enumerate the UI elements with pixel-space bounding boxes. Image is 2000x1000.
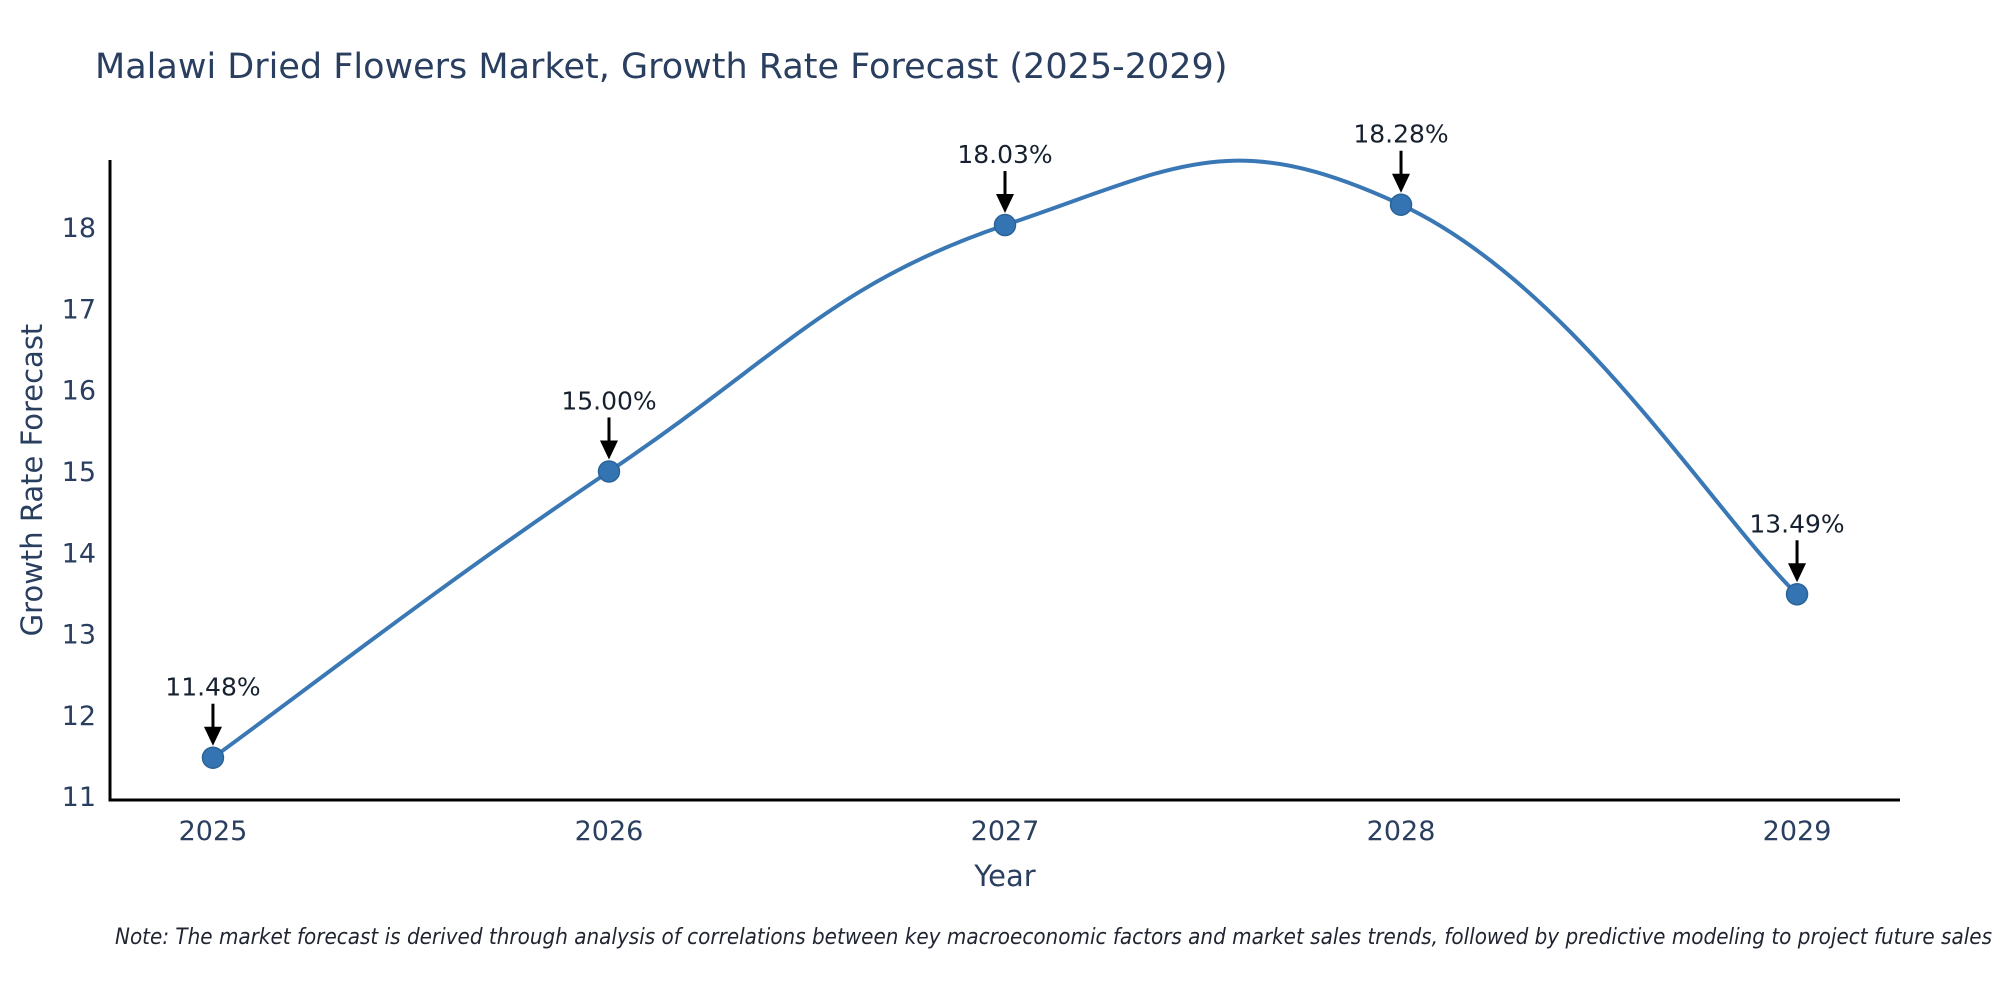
annotation-arrowhead <box>1788 563 1807 583</box>
x-tick-label: 2028 <box>1367 816 1436 847</box>
x-axis-title: Year <box>973 859 1035 893</box>
y-tick-label: 14 <box>62 538 96 569</box>
y-tick-label: 18 <box>62 213 96 244</box>
point-annotation: 18.28% <box>1353 120 1449 193</box>
data-point-marker <box>993 213 1017 237</box>
point-label: 18.03% <box>957 140 1052 169</box>
annotation-arrowhead <box>996 194 1014 214</box>
y-tick-label: 13 <box>62 620 96 651</box>
chart-title: Malawi Dried Flowers Market, Growth Rate… <box>95 47 1227 87</box>
x-tick-label: 2027 <box>971 816 1040 847</box>
point-annotation: 13.49% <box>1749 509 1845 583</box>
point-annotations-layer: 11.48% 15.00% 18.03% 18.28% 13.49% <box>165 120 1845 746</box>
x-tick-label: 2026 <box>575 816 644 847</box>
x-tick-label: 2025 <box>179 816 248 847</box>
y-tick-label: 12 <box>62 701 96 732</box>
trend-line <box>210 158 1799 760</box>
y-tick-label: 15 <box>62 457 96 488</box>
trend-line-layer <box>201 158 1809 769</box>
y-axis-tick-labels: 11 12 13 14 15 16 17 18 <box>62 213 96 813</box>
annotation-arrowhead <box>203 726 222 746</box>
x-tick-label: 2029 <box>1763 816 1832 847</box>
y-tick-label: 16 <box>62 376 96 407</box>
point-label: 15.00% <box>561 386 656 415</box>
point-label: 11.48% <box>165 673 260 702</box>
footnote: Note: The market forecast is derived thr… <box>115 925 1992 950</box>
point-annotation: 11.48% <box>165 673 261 746</box>
point-annotation: 18.03% <box>957 140 1053 214</box>
point-label: 18.28% <box>1353 120 1448 149</box>
data-point-marker <box>1785 583 1809 606</box>
point-label: 13.49% <box>1749 509 1844 538</box>
point-annotation: 15.00% <box>561 386 657 460</box>
data-point-marker <box>597 460 621 483</box>
x-axis-tick-labels: 2025 2026 2027 2028 2029 <box>179 816 1832 847</box>
data-point-marker <box>1389 193 1413 216</box>
annotation-arrowhead <box>1392 173 1411 193</box>
annotation-arrowhead <box>599 440 618 460</box>
y-axis-title: Growth Rate Forecast <box>15 324 49 637</box>
data-point-marker <box>201 746 225 769</box>
y-tick-label: 11 <box>62 782 96 813</box>
y-tick-label: 17 <box>62 294 96 325</box>
